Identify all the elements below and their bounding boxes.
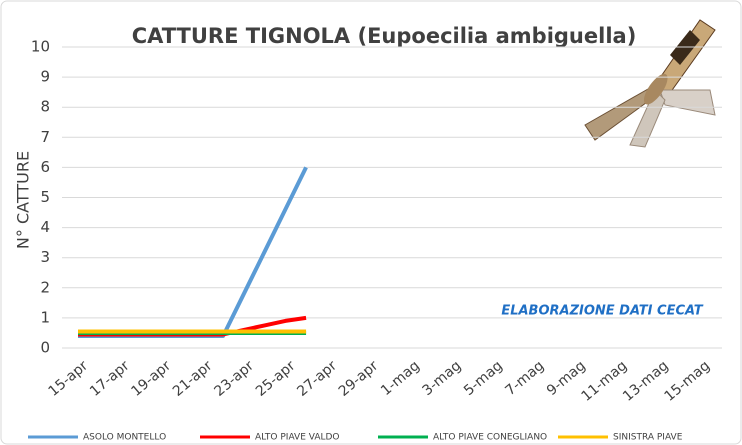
y-tick-label: 9 — [40, 68, 50, 86]
y-tick-label: 3 — [40, 248, 50, 266]
y-tick-label: 4 — [40, 218, 50, 236]
y-tick-label: 0 — [40, 339, 50, 357]
y-tick-label: 1 — [40, 308, 50, 326]
y-tick-label: 10 — [31, 38, 50, 56]
legend-label: SINISTRA PIAVE — [613, 433, 683, 443]
y-tick-label: 5 — [40, 188, 50, 206]
legend-label: ASOLO MONTELLO — [83, 433, 166, 443]
legend-label: ALTO PIAVE CONEGLIANO — [433, 433, 547, 443]
y-tick-label: 2 — [40, 278, 50, 296]
legend-label: ALTO PIAVE VALDO — [255, 433, 340, 443]
y-tick-label: 7 — [40, 128, 50, 146]
annotation: ELABORAZIONE DATI CECAT — [501, 304, 703, 319]
y-tick-label: 8 — [40, 98, 50, 116]
chart-title: CATTURE TIGNOLA (Eupoecilia ambiguella) — [132, 24, 637, 48]
y-tick-label: 6 — [40, 158, 50, 176]
y-axis-label: N° CATTURE — [14, 151, 33, 249]
moth-image — [584, 19, 716, 148]
